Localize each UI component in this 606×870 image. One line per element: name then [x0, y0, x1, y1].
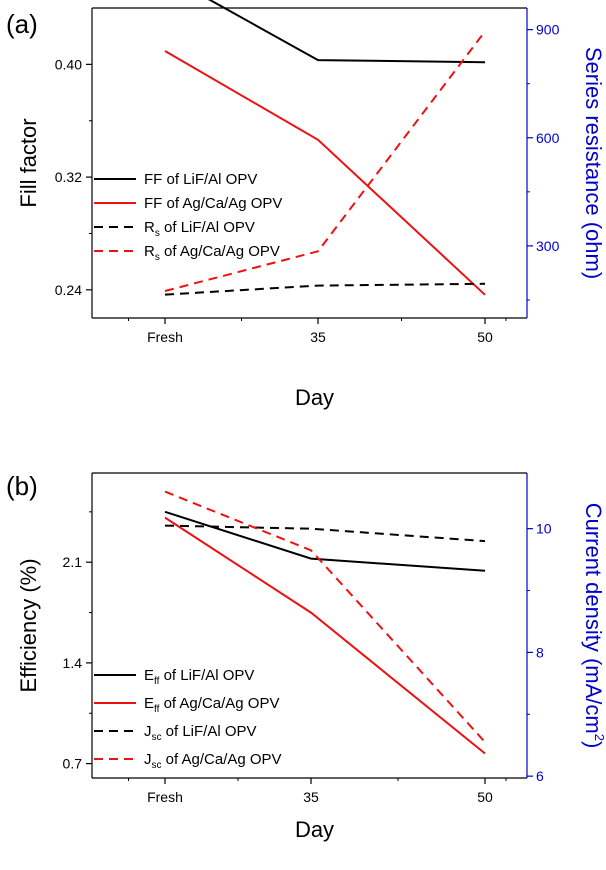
- legend-sub: s: [155, 228, 160, 239]
- legend-entry: Rs of Ag/Ca/Ag OPV: [144, 243, 280, 263]
- series-line-2: [164, 282, 486, 296]
- legend-entry: Jsc of LiF/Al OPV: [144, 723, 257, 743]
- legend-sub: sc: [152, 760, 162, 771]
- right-axis-label-end: ): [581, 741, 606, 748]
- legend-rest: of Ag/Ca/Ag OPV: [159, 695, 279, 712]
- legend-main: J: [144, 723, 152, 740]
- right-axis-label: Series resistance (ohm): [581, 47, 606, 279]
- left-axis-label: Efficiency (%): [16, 558, 41, 692]
- panel-label: (b): [6, 471, 38, 501]
- x-tick-label: Fresh: [147, 329, 183, 345]
- left-tick-label: 1.4: [63, 655, 83, 671]
- left-tick-label: 0.7: [63, 756, 83, 772]
- series-line-2: [164, 524, 486, 543]
- legend-rest: of LiF/Al OPV: [159, 667, 254, 684]
- legend-main: FF of Ag/Ca/Ag OPV: [144, 195, 282, 212]
- series-line-0: [208, 0, 486, 64]
- x-tick-label: 50: [477, 329, 493, 345]
- legend-rest: of LiF/Al OPV: [162, 723, 257, 740]
- legend-sub: sc: [152, 732, 162, 743]
- x-tick-label: 50: [477, 789, 493, 805]
- x-tick-label: 35: [303, 789, 319, 805]
- legend-entry: Eff of LiF/Al OPV: [144, 667, 254, 687]
- left-tick-label: 2.1: [63, 554, 83, 570]
- x-axis-label: Day: [295, 817, 334, 842]
- right-tick-label: 10: [536, 521, 552, 537]
- legend-sub: s: [155, 252, 160, 263]
- panel-b: (b) 0.7 1.4 2.1 6 8 10 Fresh 35 50 Day Efficiency (…: [6, 471, 606, 842]
- right-axis-label-superscript: 2: [592, 734, 606, 741]
- right-tick-label: 8: [536, 644, 544, 660]
- x-tick-label: Fresh: [147, 789, 183, 805]
- legend-entry: FF of LiF/Al OPV: [144, 171, 257, 188]
- legend-rest: of LiF/Al OPV: [160, 219, 255, 236]
- legend-entry: Jsc of Ag/Ca/Ag OPV: [144, 751, 282, 771]
- legend-main: E: [144, 695, 154, 712]
- legend-main: E: [144, 667, 154, 684]
- legend-entry: Rs of LiF/Al OPV: [144, 219, 255, 239]
- right-tick-label: 300: [536, 238, 560, 254]
- series-line-0: [164, 510, 486, 572]
- legend-entry: FF of Ag/Ca/Ag OPV: [144, 195, 282, 212]
- right-axis-label: Current density (mA/cm2): [581, 503, 606, 749]
- legend-rest: of Ag/Ca/Ag OPV: [160, 243, 280, 260]
- panel-label: (a): [6, 9, 38, 39]
- legend-main: J: [144, 751, 152, 768]
- legend-rest: of Ag/Ca/Ag OPV: [162, 751, 282, 768]
- legend-main: R: [144, 243, 155, 260]
- left-tick-label: 0.40: [55, 56, 82, 72]
- legend-main: R: [144, 219, 155, 236]
- legend-sub: ff: [154, 704, 160, 715]
- right-axis-label-main: Current density (mA/cm: [581, 503, 606, 734]
- left-axis-label: Fill factor: [16, 118, 41, 207]
- left-tick-label: 0.24: [55, 282, 82, 298]
- left-tick-label: 0.32: [55, 169, 82, 185]
- legend-main: FF of LiF/Al OPV: [144, 171, 257, 188]
- legend: FF of LiF/Al OPV FF of Ag/Ca/Ag OPV Rs of …: [94, 171, 282, 263]
- right-tick-label: 900: [536, 22, 560, 38]
- x-tick-label: 35: [310, 329, 326, 345]
- right-tick-label: 600: [536, 130, 560, 146]
- panel-a: (a) 0.24 0.32 0.40 300 600 900 Fresh 35 50 Day Fill…: [6, 0, 606, 410]
- legend-entry: Eff of Ag/Ca/Ag OPV: [144, 695, 279, 715]
- right-tick-label: 6: [536, 768, 544, 784]
- legend-sub: ff: [154, 676, 160, 687]
- series-line-1: [164, 516, 486, 755]
- x-axis-label: Day: [295, 385, 334, 410]
